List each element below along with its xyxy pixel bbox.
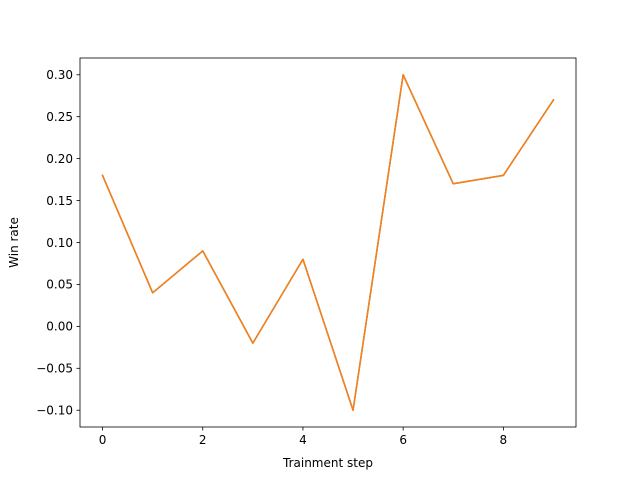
- series-layer: [101, 74, 555, 411]
- x-tick-label: 2: [199, 433, 207, 447]
- y-tick-label: −0.05: [36, 362, 73, 376]
- y-tick-label: 0.00: [46, 320, 73, 334]
- x-tick-label: 8: [500, 433, 508, 447]
- series-line-2: [101, 74, 555, 411]
- y-tick-label: 0.30: [46, 68, 73, 82]
- y-tick-label: 0.15: [46, 194, 73, 208]
- axes-frame: [79, 57, 577, 428]
- y-tick-label: 0.10: [46, 236, 73, 250]
- y-tick-label: −0.10: [36, 404, 73, 418]
- y-tick-label: 0.05: [46, 278, 73, 292]
- x-tick-label: 0: [99, 433, 107, 447]
- y-tick-label: 0.20: [46, 152, 73, 166]
- y-axis-ticks: −0.10 −0.05 0.00 0.05 0.10 0.15 0.20 0.25 0.30: [36, 68, 80, 418]
- x-axis-ticks: 0 2 4 6 8: [99, 427, 507, 447]
- y-axis-label: Win rate: [7, 217, 21, 268]
- x-axis-label: Trainment step: [282, 456, 373, 470]
- plot-area: [80, 58, 576, 427]
- x-tick-label: 6: [399, 433, 407, 447]
- y-tick-label: 0.25: [46, 110, 73, 124]
- x-tick-label: 4: [299, 433, 307, 447]
